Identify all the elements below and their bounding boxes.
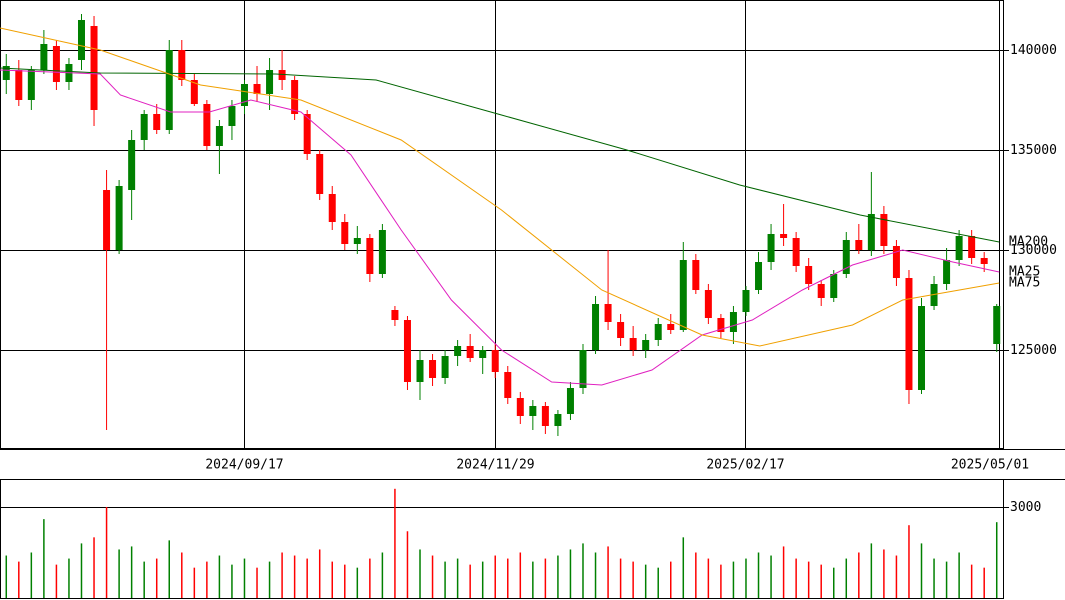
ma-line	[0, 69, 1000, 386]
y-tick-label: 135000	[1010, 143, 1057, 158]
candle-body	[178, 50, 186, 80]
candle-body	[140, 114, 148, 140]
candle-body	[830, 274, 838, 298]
candle-body	[980, 258, 988, 264]
candle-body	[817, 284, 825, 298]
candle-body	[617, 322, 625, 338]
candle-body	[353, 238, 361, 244]
candle-body	[203, 104, 211, 146]
y-tick-label: 140000	[1010, 43, 1057, 58]
candle-body	[128, 140, 136, 190]
candle-body	[905, 278, 913, 390]
candle-body	[968, 236, 976, 258]
candle-body	[328, 194, 336, 222]
x-tick-label: 2025/02/17	[706, 458, 784, 473]
candle-body	[516, 398, 524, 416]
x-tick-label: 2024/09/17	[205, 458, 283, 473]
price-panel	[0, 0, 1004, 449]
candle-body	[918, 306, 926, 390]
candle-body	[391, 310, 399, 320]
y-tick-label: 130000	[1010, 243, 1057, 258]
legend-label: MA200	[1009, 235, 1048, 250]
candle-body	[855, 240, 863, 250]
candle-body	[880, 214, 888, 246]
candle-body	[403, 320, 411, 382]
y-tick-label: 3000	[1010, 500, 1041, 515]
candle-body	[441, 356, 449, 378]
candle-body	[993, 306, 1001, 344]
volume-panel	[0, 479, 1004, 599]
candle-body	[566, 388, 574, 414]
candle-body	[842, 240, 850, 274]
ma-line	[0, 67, 1000, 243]
candle-body	[165, 50, 173, 130]
candle-body	[52, 46, 60, 82]
candle-body	[190, 80, 198, 104]
candle-body	[215, 126, 223, 146]
candle-body	[278, 70, 286, 80]
candle-body	[667, 324, 675, 330]
candle-body	[341, 222, 349, 244]
candle-body	[378, 230, 386, 274]
candle-body	[867, 214, 875, 250]
candle-body	[805, 266, 813, 284]
candle-body	[955, 236, 963, 260]
candle-body	[679, 260, 687, 330]
candle-body	[504, 372, 512, 398]
candle-body	[15, 70, 23, 100]
candle-body	[729, 312, 737, 332]
candle-body	[579, 350, 587, 388]
candle-body	[253, 84, 261, 94]
candle-body	[316, 154, 324, 194]
candle-body	[592, 304, 600, 350]
candle-body	[767, 234, 775, 262]
candle-body	[479, 350, 487, 358]
candle-body	[529, 406, 537, 416]
y-tick-label: 125000	[1010, 343, 1057, 358]
ma-line	[0, 27, 1000, 347]
candle-body	[429, 360, 437, 378]
candle-body	[153, 114, 161, 130]
candle-body	[90, 26, 98, 110]
candle-body	[291, 80, 299, 114]
x-tick-label: 2024/11/29	[456, 458, 534, 473]
candle-body	[454, 346, 462, 356]
legend-label: MA25	[1009, 265, 1040, 280]
candle-body	[629, 338, 637, 350]
candle-body	[755, 262, 763, 290]
candle-body	[103, 190, 111, 250]
candle-body	[77, 20, 85, 60]
candle-body	[115, 186, 123, 250]
candle-body	[554, 414, 562, 426]
candle-body	[228, 106, 236, 126]
candle-body	[416, 360, 424, 382]
candle-body	[892, 246, 900, 278]
candle-body	[40, 44, 48, 70]
candle-body	[642, 340, 650, 350]
candle-body	[717, 318, 725, 332]
candle-body	[466, 346, 474, 358]
candle-body	[943, 260, 951, 284]
candle-body	[692, 260, 700, 290]
candle-body	[780, 234, 788, 238]
candle-body	[366, 238, 374, 274]
x-tick-label: 2025/05/01	[951, 458, 1029, 473]
candle-body	[792, 238, 800, 266]
candle-body	[541, 406, 549, 426]
candle-body	[303, 114, 311, 154]
candle-body	[491, 350, 499, 372]
legend-label: MA75	[1009, 276, 1040, 291]
candle-body	[604, 304, 612, 322]
candle-body	[742, 290, 750, 312]
candle-body	[654, 324, 662, 340]
candle-body	[704, 290, 712, 318]
candle-body	[266, 70, 274, 94]
candle-body	[27, 70, 35, 100]
candle-body	[2, 66, 10, 80]
candle-body	[240, 84, 248, 106]
candle-body	[930, 284, 938, 306]
